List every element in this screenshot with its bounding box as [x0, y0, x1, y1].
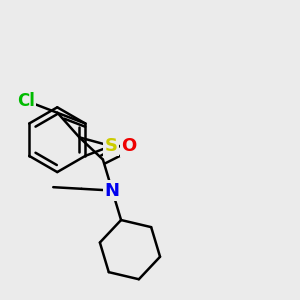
Text: O: O	[121, 137, 136, 155]
Text: N: N	[105, 182, 120, 200]
Text: Cl: Cl	[17, 92, 35, 110]
Text: S: S	[104, 137, 118, 155]
